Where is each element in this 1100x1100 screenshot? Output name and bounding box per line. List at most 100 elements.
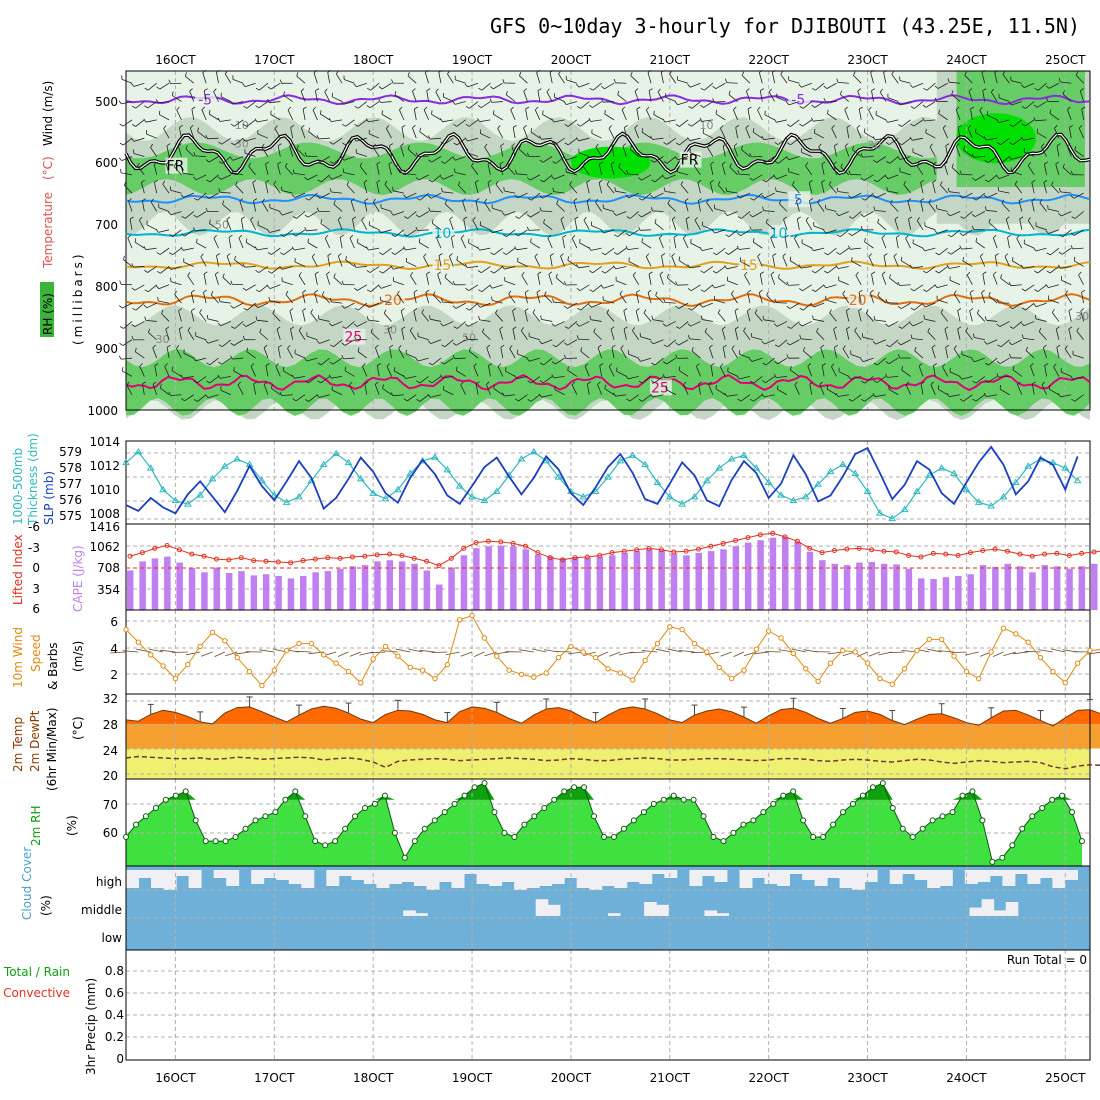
cape-bar bbox=[349, 566, 356, 610]
wind-barb-feather bbox=[501, 265, 505, 270]
wind-barb-feather bbox=[341, 355, 344, 360]
wind-barb bbox=[788, 101, 800, 106]
wind-barb bbox=[506, 94, 516, 102]
wind-barb-feather bbox=[327, 253, 332, 256]
precip-y-labels: 0.8 0.6 0.4 0.2 0 Total / Rain Convectiv… bbox=[3, 953, 1087, 1075]
wind-barb-feather bbox=[564, 342, 568, 346]
wind-barb-feather bbox=[425, 69, 429, 74]
rh2m-point bbox=[949, 809, 956, 816]
wind-barb bbox=[394, 247, 405, 255]
wind-barb-feather bbox=[660, 69, 665, 73]
wind-barb bbox=[444, 156, 454, 164]
wind-barb bbox=[542, 192, 553, 199]
wind10m-barb bbox=[160, 649, 176, 653]
wind-barb bbox=[364, 200, 368, 212]
wind-barb bbox=[493, 388, 503, 396]
wind-speed-point bbox=[815, 678, 821, 685]
wind-barb bbox=[652, 394, 664, 398]
wind-barb bbox=[376, 182, 380, 194]
wind-barb-feather bbox=[922, 303, 926, 308]
wind-barb-feather bbox=[969, 308, 974, 312]
wind-barb bbox=[343, 172, 355, 176]
wind-barb-feather bbox=[201, 106, 206, 110]
cape-bar bbox=[646, 549, 653, 610]
wind-barb-feather bbox=[460, 235, 465, 239]
wind-barb-feather bbox=[984, 179, 989, 183]
wind-barb bbox=[449, 256, 454, 267]
wind-barb-feather bbox=[737, 216, 742, 219]
wind-barb-feather bbox=[552, 344, 557, 348]
wind-barb bbox=[311, 256, 318, 267]
wind-barb-feather bbox=[416, 399, 421, 402]
wind-barb-feather bbox=[687, 84, 691, 88]
wind-barb bbox=[401, 328, 405, 340]
wind-barb-feather bbox=[363, 179, 368, 183]
wind-barb bbox=[187, 275, 195, 286]
wind-barb bbox=[530, 394, 541, 402]
thickness-line bbox=[125, 450, 1079, 520]
wind-barb bbox=[623, 310, 627, 322]
wind-barb bbox=[777, 321, 788, 327]
wind-barb-feather bbox=[1012, 256, 1014, 261]
cape-bar bbox=[893, 564, 900, 610]
isotherm-minus5 bbox=[125, 94, 1091, 106]
wind-barb bbox=[479, 319, 491, 322]
rh2m-point bbox=[551, 796, 558, 803]
wind-barb bbox=[593, 331, 602, 341]
wind-barb-feather bbox=[1058, 251, 1063, 255]
wind-barb bbox=[170, 211, 182, 216]
wind-barb-feather bbox=[829, 309, 832, 314]
wind-barb bbox=[1048, 208, 1060, 212]
wind-barb-feather bbox=[994, 253, 999, 256]
wind-barb bbox=[916, 220, 924, 231]
wind-barb-feather bbox=[407, 72, 410, 77]
wind-barb bbox=[562, 237, 565, 249]
wind-barb-feather bbox=[760, 88, 764, 92]
wind-barb bbox=[500, 347, 504, 359]
rh-contour-label: 50 bbox=[462, 332, 476, 345]
wind-barb bbox=[189, 91, 195, 102]
wind10m-barb bbox=[473, 651, 485, 657]
wind-barb-feather bbox=[608, 363, 613, 367]
wind-barb bbox=[244, 152, 256, 157]
wind-barb bbox=[270, 114, 281, 121]
wind-barb bbox=[382, 266, 392, 274]
wind-barb-feather bbox=[329, 161, 334, 164]
temperature-lower-band bbox=[126, 723, 1100, 749]
wind-barb bbox=[327, 255, 331, 267]
li-point bbox=[312, 556, 318, 562]
wind-barb bbox=[281, 190, 293, 194]
wind-barb bbox=[457, 321, 466, 329]
wind-barb-feather bbox=[972, 380, 977, 384]
wind-barb bbox=[209, 223, 219, 231]
wind-barb bbox=[549, 255, 553, 267]
wind-barb bbox=[333, 339, 343, 348]
wind-barb bbox=[678, 260, 689, 267]
wind-barb-feather bbox=[717, 309, 721, 314]
wind-barb-feather bbox=[122, 367, 124, 372]
wind-barb bbox=[250, 366, 256, 377]
wind-barb bbox=[669, 73, 677, 84]
wind-barb bbox=[183, 192, 194, 198]
wind-barb-feather bbox=[811, 270, 816, 274]
wind-barb bbox=[567, 119, 578, 127]
wind-barb-feather bbox=[526, 177, 531, 181]
wind-barb-feather bbox=[550, 253, 554, 256]
wind-barb-feather bbox=[394, 91, 397, 96]
temperature-line bbox=[125, 705, 1100, 727]
wind-barb bbox=[438, 72, 442, 84]
wind-barb-feather bbox=[854, 327, 858, 332]
wind-barb-feather bbox=[389, 143, 394, 147]
wind-barb bbox=[449, 219, 454, 230]
wind-barb bbox=[235, 184, 244, 194]
wind-barb-feather bbox=[492, 110, 495, 115]
wind-barb bbox=[566, 101, 578, 105]
wind-barb-feather bbox=[243, 124, 248, 127]
wind-barb bbox=[913, 119, 924, 127]
wind-barb bbox=[530, 131, 541, 139]
wind-barb bbox=[641, 131, 652, 139]
wind-barb-feather bbox=[412, 124, 416, 129]
rh-contour-label: 30 bbox=[868, 139, 882, 152]
wind-barb bbox=[942, 128, 949, 139]
wind-barb bbox=[800, 137, 812, 141]
